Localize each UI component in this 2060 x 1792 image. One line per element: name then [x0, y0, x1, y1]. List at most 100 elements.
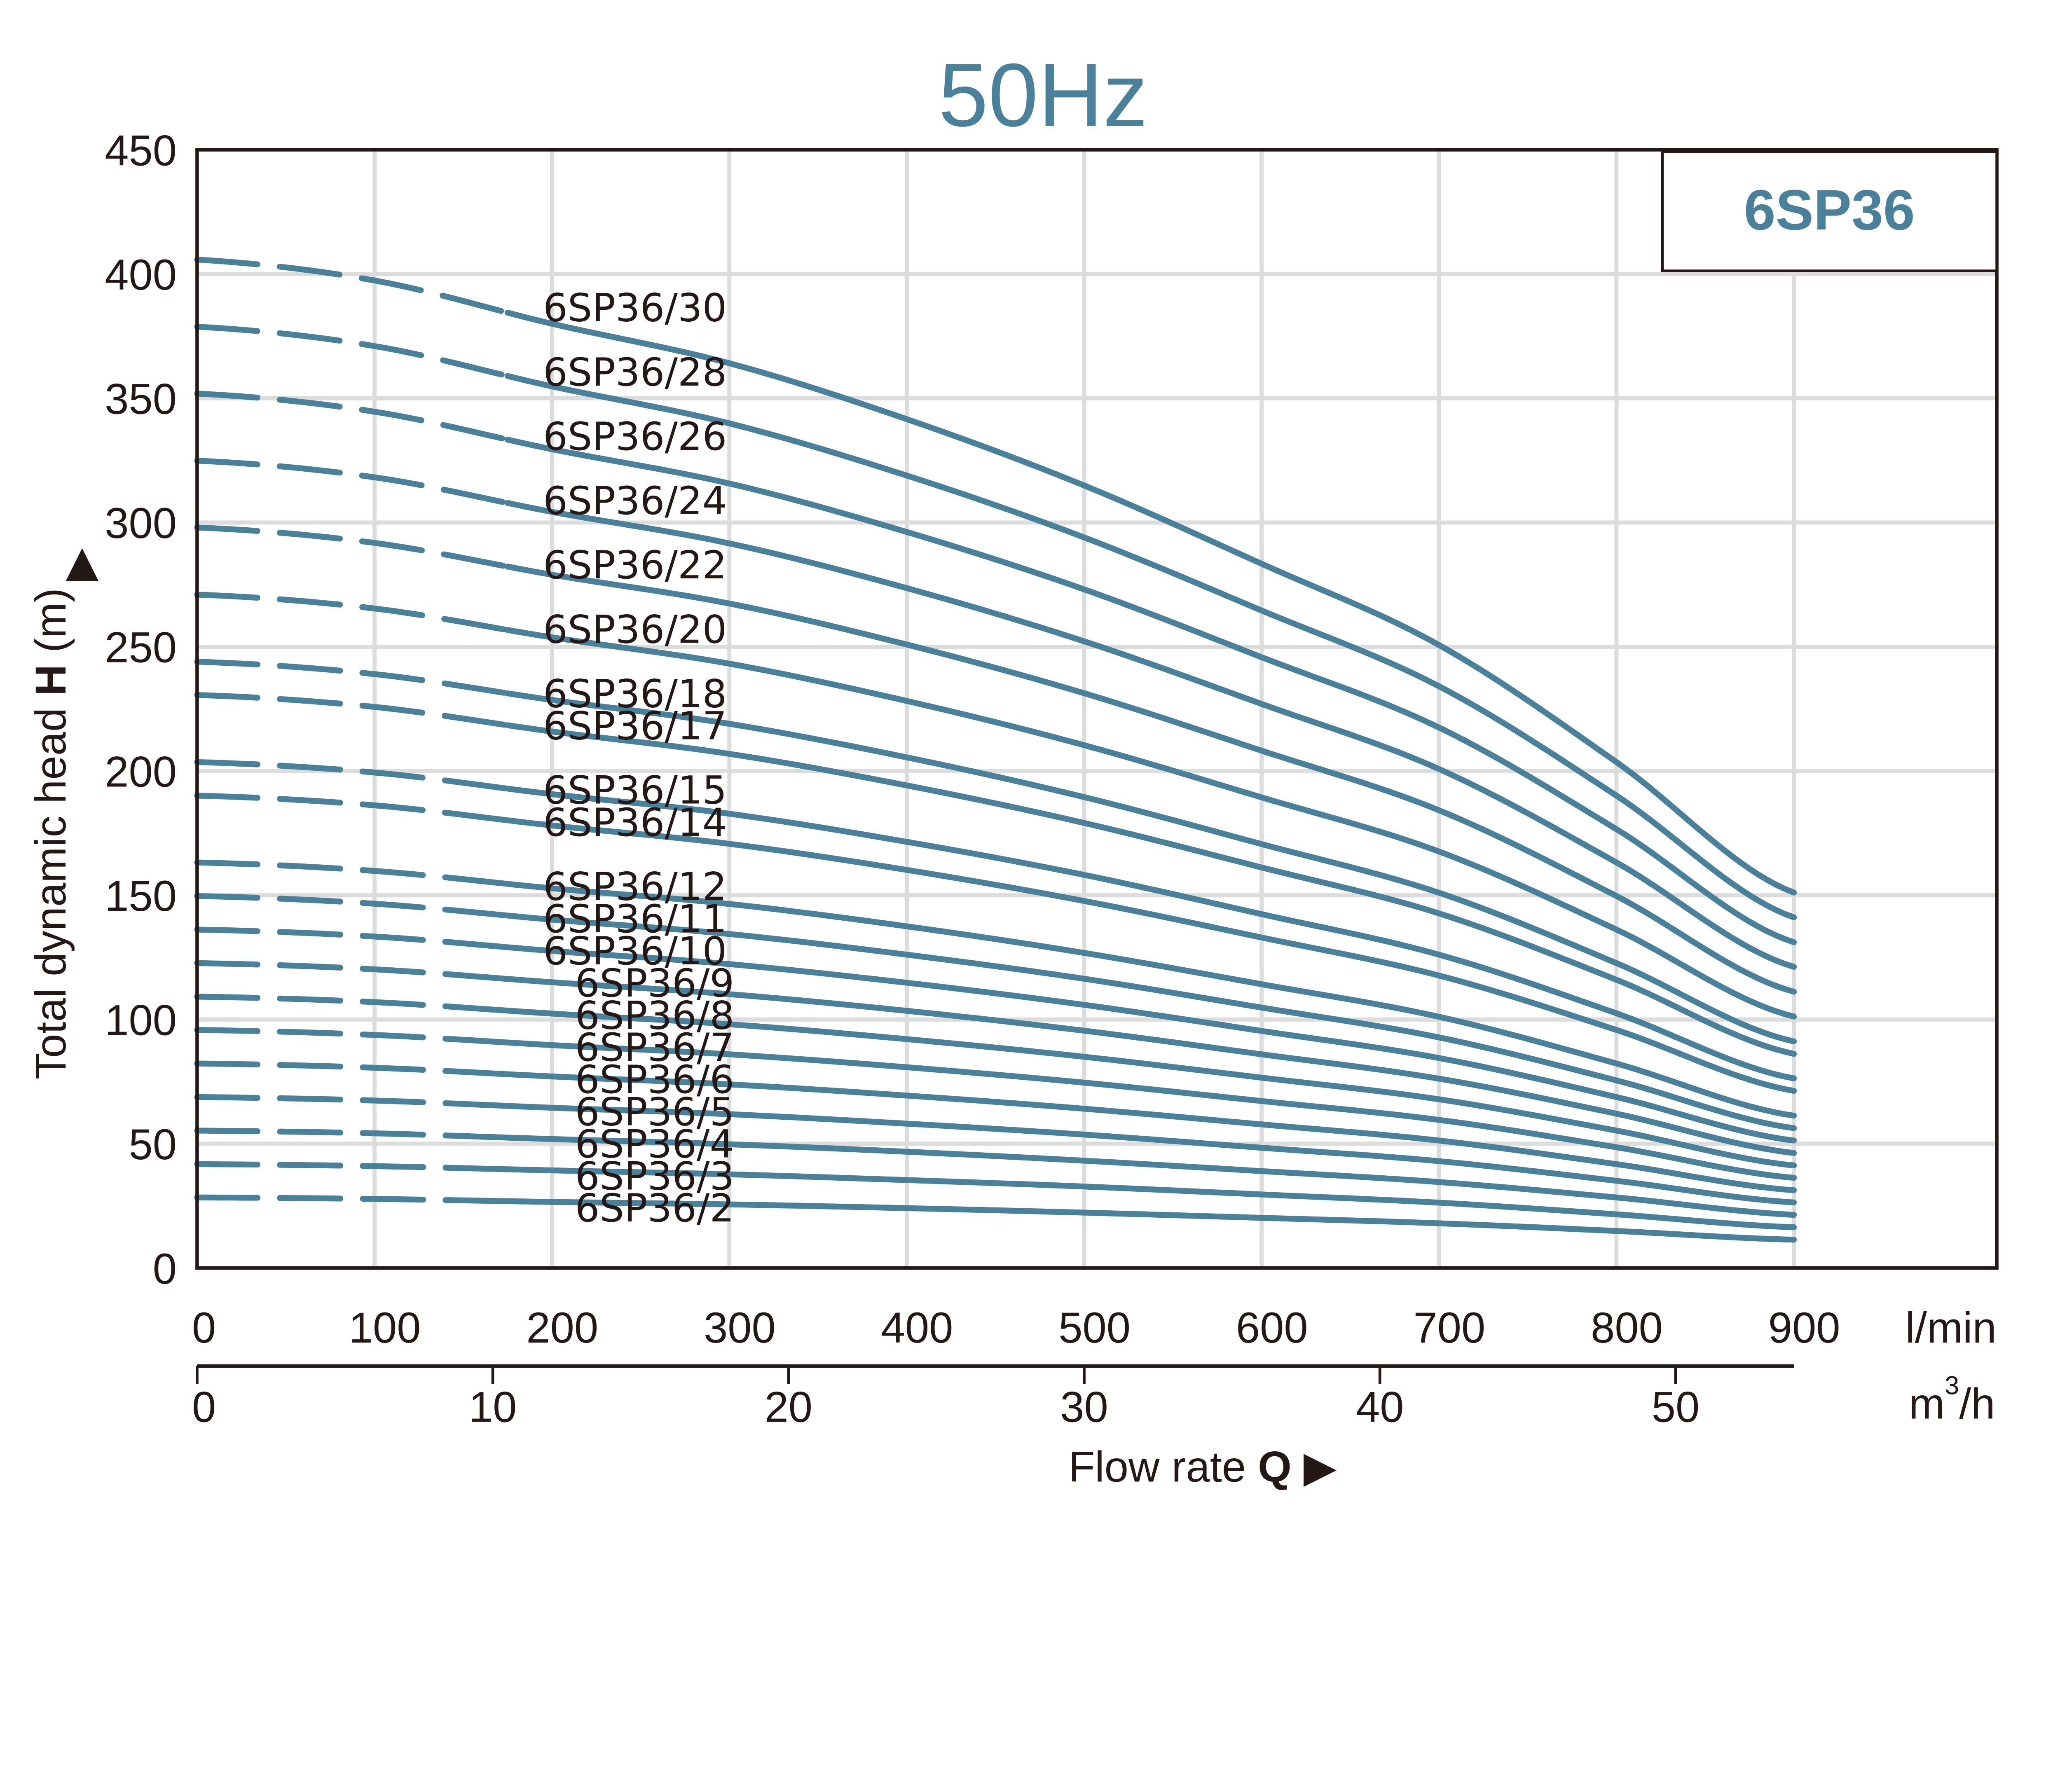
curve-label: 6SP36/5 [575, 1090, 735, 1135]
curve-label: 6SP36/15 [543, 768, 727, 813]
curve-label: 6SP36/11 [543, 897, 727, 942]
curve-6SP36/2 [504, 1198, 1797, 1243]
curve-dashed-6SP36/9 [194, 960, 511, 982]
x-axis-title-text: Flow rate [1068, 1443, 1258, 1491]
curve-label: 6SP36/4 [575, 1122, 735, 1167]
x2-tick-label: 40 [1356, 1383, 1404, 1432]
y-axis-title-text: Total dynamic head [27, 696, 75, 1079]
curve-dashed-6SP36/20 [194, 592, 511, 633]
y-tick-labels: 0 50 100 150 200 250 300 350 400 450 [105, 126, 177, 1293]
y-axis-title: Total dynamic head H (m) ▲ [27, 536, 99, 1079]
curve-label: 6SP36/18 [543, 672, 727, 717]
y-tick-label: 250 [105, 624, 177, 672]
x2-tick-label: 10 [469, 1383, 517, 1432]
curve-6SP36/14 [504, 817, 1797, 1094]
x2-tick-label: 50 [1652, 1383, 1700, 1432]
curve-label: 6SP36/28 [543, 350, 727, 395]
x-axis-title: Flow rate Q ▶ [1068, 1442, 1337, 1492]
y-tick-label: 0 [153, 1245, 177, 1293]
x2-unit-sup: 3 [1945, 1371, 1959, 1400]
plot-frame [195, 148, 1999, 1270]
curve-6SP36/11 [504, 912, 1797, 1131]
x2-tick-label: 30 [1060, 1383, 1108, 1432]
x-unit-label: l/min [1906, 1304, 1997, 1352]
x-tick-label: 400 [881, 1304, 953, 1352]
curve-label: 6SP36/14 [543, 800, 727, 845]
curve-6SP36/4 [504, 1135, 1797, 1218]
x-tick-label: 700 [1414, 1304, 1486, 1352]
x2-tick-labels: 0 10 20 30 40 50 [192, 1366, 1700, 1432]
y-axis-title-unit: (m) [27, 588, 75, 664]
curve-6SP36/26 [504, 437, 1797, 945]
arrow-up-icon: ▲ [66, 536, 99, 586]
curve-6SP36/17 [504, 722, 1797, 1057]
curve-labels: 6SP36/30 6SP36/28 6SP36/26 6SP36/24 6SP36/22… [543, 286, 734, 1231]
curve-6SP36/8 [504, 1008, 1797, 1169]
curve-6SP36/7 [504, 1039, 1797, 1181]
legend-box: 6SP36 [1661, 150, 1999, 273]
curve-6SP36/10 [504, 944, 1797, 1144]
y-tick-label: 50 [129, 1121, 176, 1169]
curve-label: 6SP36/10 [543, 929, 727, 974]
legend-box-label: 6SP36 [1744, 178, 1915, 242]
x2-unit-tail: /h [1959, 1380, 1995, 1428]
x-tick-label: 200 [526, 1304, 598, 1352]
curve-dashed-6SP36/4 [194, 1128, 511, 1141]
curve-dashed-6SP36/3 [194, 1161, 511, 1172]
curve-dashed-6SP36/5 [194, 1094, 511, 1109]
curve-6SP36/18 [504, 690, 1797, 1045]
curve-dashed-6SP36/18 [194, 659, 511, 697]
curve-6SP36/20 [504, 627, 1797, 1020]
curve-label: 6SP36/8 [575, 993, 735, 1038]
arrow-right-icon: ▶ [1304, 1442, 1337, 1492]
y-tick-label: 450 [105, 126, 177, 175]
x-tick-labels: 0 100 200 300 400 500 600 700 800 900 [192, 1304, 1840, 1352]
x-tick-label: 0 [192, 1304, 216, 1352]
x-axis-title-symbol: Q [1258, 1443, 1291, 1491]
curve-6SP36/3 [504, 1166, 1797, 1231]
curve-dashed-6SP36/24 [194, 458, 511, 506]
y-tick-label: 300 [105, 499, 177, 547]
curve-label: 6SP36/6 [575, 1057, 735, 1102]
curve-6SP36/28 [504, 373, 1797, 921]
curve-label: 6SP36/22 [543, 543, 727, 588]
curve-label: 6SP36/3 [575, 1154, 735, 1199]
y-tick-label: 150 [105, 872, 177, 920]
curve-6SP36/9 [504, 976, 1797, 1156]
curve-dashed-6SP36/2 [194, 1194, 511, 1204]
curve-dashed-6SP36/11 [194, 893, 511, 919]
curve-label: 6SP36/2 [575, 1186, 735, 1231]
curve-label: 6SP36/9 [575, 961, 735, 1006]
curve-dashed-6SP36/14 [194, 793, 511, 823]
y-tick-label: 350 [105, 375, 177, 423]
curve-dashed-6SP36/30 [194, 257, 511, 316]
y-tick-label: 400 [105, 251, 177, 299]
curve-6SP36/22 [504, 564, 1797, 995]
curve-label: 6SP36/20 [543, 607, 727, 652]
curve-label: 6SP36/26 [543, 414, 727, 459]
curve-dashed-6SP36/28 [194, 323, 511, 379]
x2-tick-label: 0 [192, 1383, 216, 1432]
curves [194, 257, 1797, 1243]
y-tick-label: 100 [105, 997, 177, 1045]
curve-6SP36/15 [504, 786, 1797, 1081]
curve-6SP36/24 [504, 500, 1797, 970]
x-tick-label: 900 [1768, 1304, 1840, 1352]
curve-label: 6SP36/12 [543, 865, 727, 910]
curve-dashed-6SP36/26 [194, 391, 511, 443]
curve-dashed-6SP36/6 [194, 1060, 511, 1077]
x-tick-label: 500 [1058, 1304, 1131, 1352]
curve-dashed-6SP36/8 [194, 994, 511, 1014]
curve-dashed-6SP36/15 [194, 759, 511, 792]
curve-dashed-6SP36/22 [194, 524, 511, 570]
curve-dashed-6SP36/17 [194, 692, 511, 728]
chart-title: 50Hz [939, 45, 1148, 145]
x2-tick-label: 20 [765, 1383, 812, 1432]
x-tick-label: 800 [1591, 1304, 1663, 1352]
curve-label: 6SP36/7 [575, 1025, 735, 1070]
x-tick-label: 300 [704, 1304, 776, 1352]
curve-dashed-6SP36/12 [194, 859, 511, 887]
x-tick-label: 600 [1236, 1304, 1308, 1352]
curve-dashed-6SP36/10 [194, 926, 511, 950]
curve-dashed-6SP36/7 [194, 1027, 511, 1046]
